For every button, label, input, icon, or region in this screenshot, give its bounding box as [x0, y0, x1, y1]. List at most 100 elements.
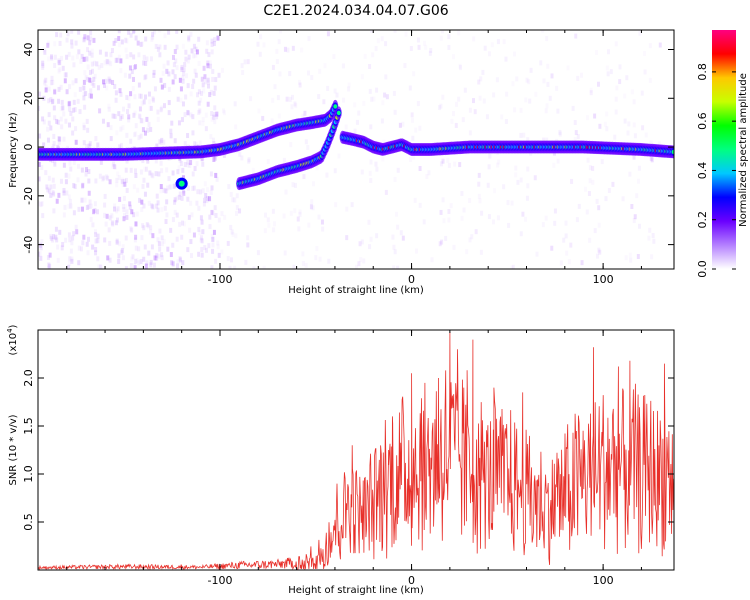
noise-dot [129, 167, 133, 173]
noise-dot [62, 162, 66, 168]
noise-dot [575, 217, 579, 223]
noise-dot [199, 215, 203, 221]
noise-dot [496, 215, 500, 221]
noise-dot [519, 177, 523, 183]
noise-dot [360, 239, 364, 245]
noise-dot [580, 260, 584, 266]
noise-dot [58, 229, 62, 235]
noise-dot [556, 108, 560, 114]
noise-dot [198, 108, 202, 114]
noise-dot [173, 199, 177, 205]
noise-dot [487, 164, 491, 170]
noise-dot [580, 72, 584, 78]
noise-dot [649, 140, 653, 146]
noise-dot [115, 208, 119, 214]
noise-dot [39, 202, 43, 208]
noise-dot [256, 41, 260, 47]
noise-dot [288, 96, 292, 102]
noise-dot [151, 173, 155, 179]
noise-dot [212, 114, 216, 120]
noise-dot [194, 72, 198, 78]
noise-dot [124, 167, 128, 173]
noise-dot [452, 244, 456, 250]
noise-dot [62, 212, 66, 218]
noise-dot [209, 89, 213, 95]
noise-dot [396, 265, 400, 269]
snr-y-tick-label: 0.5 [22, 513, 35, 531]
noise-dot [108, 78, 112, 84]
noise-dot [275, 59, 279, 65]
noise-dot [585, 115, 589, 121]
noise-dot [55, 237, 59, 243]
noise-dot [605, 65, 609, 71]
noise-dot [205, 40, 209, 46]
snr-y-tick-label: 1.5 [22, 417, 35, 435]
noise-dot [117, 241, 121, 247]
noise-dot [140, 235, 144, 241]
noise-dot [523, 216, 527, 222]
noise-dot [71, 80, 75, 86]
noise-dot [637, 165, 641, 171]
noise-dot [117, 111, 121, 117]
noise-dot [463, 87, 467, 93]
noise-dot [179, 97, 183, 103]
noise-dot [108, 240, 112, 246]
noise-dot [47, 40, 51, 46]
noise-dot [290, 104, 294, 110]
noise-dot [573, 137, 577, 143]
noise-dot [127, 114, 131, 120]
noise-dot [648, 227, 652, 233]
noise-dot [208, 92, 212, 98]
noise-dot [38, 91, 42, 97]
noise-dot [41, 60, 45, 66]
noise-dot [175, 212, 179, 218]
noise-dot [155, 203, 159, 209]
noise-dot [635, 193, 639, 199]
noise-dot [629, 257, 633, 263]
noise-dot [214, 172, 218, 178]
noise-dot [99, 159, 103, 165]
noise-dot [51, 143, 55, 149]
trace-core [336, 110, 341, 116]
noise-dot [79, 58, 83, 64]
noise-dot [272, 221, 276, 227]
noise-dot [375, 87, 379, 93]
noise-dot [335, 92, 339, 98]
noise-dot [100, 63, 104, 69]
noise-dot [78, 86, 82, 92]
noise-dot [81, 182, 85, 188]
noise-dot [129, 91, 133, 97]
noise-dot [149, 126, 153, 132]
noise-dot [124, 47, 128, 53]
noise-dot [392, 244, 396, 250]
noise-dot [141, 118, 145, 124]
noise-dot [427, 170, 431, 176]
noise-dot [85, 144, 89, 150]
noise-dot [106, 255, 110, 261]
spectrogram-y-tick-label: 0 [22, 144, 35, 151]
noise-dot [577, 203, 581, 209]
noise-dot [200, 156, 204, 162]
noise-dot [183, 162, 187, 168]
noise-dot [97, 64, 101, 70]
noise-dot [318, 256, 322, 262]
noise-dot [98, 49, 102, 55]
noise-dot [57, 60, 61, 66]
noise-dot [128, 201, 132, 207]
noise-dot [173, 209, 177, 215]
noise-dot [47, 175, 51, 181]
noise-dot [393, 109, 397, 115]
noise-dot [350, 202, 354, 208]
noise-dot [191, 114, 195, 120]
noise-dot [147, 200, 151, 206]
noise-dot [87, 190, 91, 196]
noise-dot [206, 196, 210, 202]
noise-dot [53, 161, 57, 167]
noise-dot [175, 195, 179, 201]
noise-dot [87, 143, 91, 149]
noise-dot [164, 188, 168, 194]
noise-dot [380, 36, 384, 42]
noise-dot [215, 176, 219, 182]
noise-dot [526, 137, 530, 143]
noise-dot [447, 162, 451, 168]
